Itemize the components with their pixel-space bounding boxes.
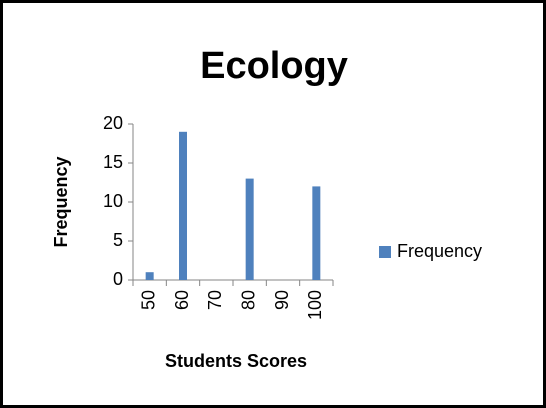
- bar: [245, 178, 254, 280]
- x-axis-label: Students Scores: [165, 351, 307, 371]
- y-tick-label: 15: [103, 152, 123, 172]
- legend-label: Frequency: [397, 241, 482, 261]
- y-tick-label: 20: [103, 113, 123, 133]
- bar: [179, 131, 187, 280]
- chart-title: Ecology: [200, 45, 348, 87]
- legend-swatch: [379, 246, 391, 258]
- bar: [145, 272, 154, 280]
- x-tick-label: 100: [305, 290, 325, 320]
- x-tick-label: 70: [205, 290, 225, 310]
- y-tick-label: 10: [103, 191, 123, 211]
- x-tick-label: 60: [172, 290, 192, 310]
- y-tick-label: 0: [113, 269, 123, 289]
- x-tick-label: 50: [138, 290, 158, 310]
- bar: [312, 186, 321, 280]
- x-tick-label: 90: [272, 290, 292, 310]
- x-tick-label: 80: [238, 290, 258, 310]
- y-axis-label: Frequency: [51, 156, 71, 247]
- y-tick-label: 5: [113, 230, 123, 250]
